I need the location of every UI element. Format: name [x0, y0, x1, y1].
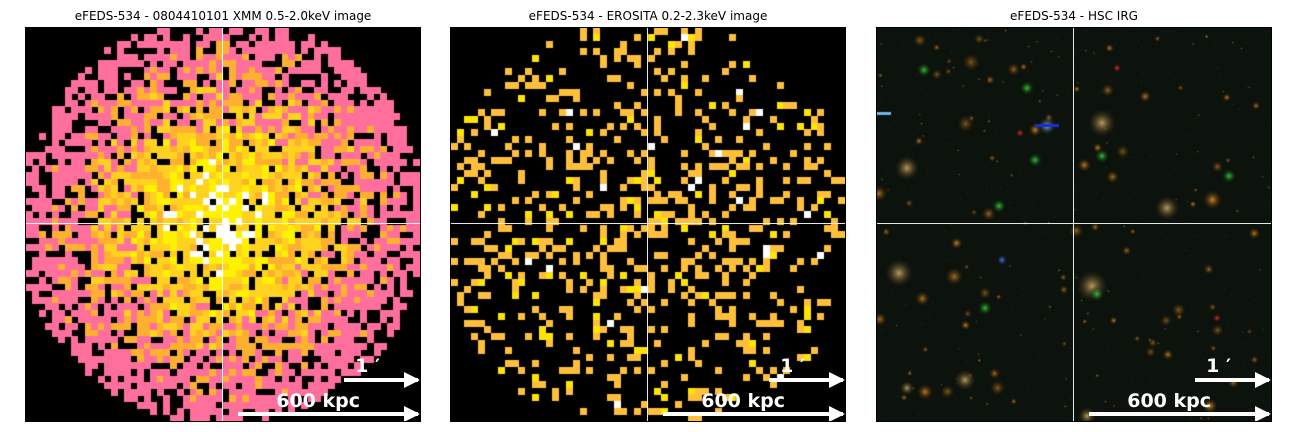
panel-title: eFEDS-534 - HSC IRG [1010, 9, 1138, 23]
crosshair-vertical [222, 28, 223, 421]
scale-kpc-label: 600 kpc [276, 390, 360, 412]
scale-kpc-arrow [663, 406, 845, 421]
erosita-image: 1 ′ 600 kpc [450, 27, 846, 422]
scale-arcmin-arrow [344, 372, 420, 388]
panel-hsc: eFEDS-534 - HSC IRG 1 ′ 600 kpc [876, 0, 1272, 432]
crosshair-horizontal [26, 223, 420, 224]
scale-arcmin-arrow [1195, 372, 1271, 388]
scale-kpc-label: 600 kpc [701, 390, 785, 412]
hsc-image: 1 ′ 600 kpc [876, 27, 1272, 422]
scale-kpc-label: 600 kpc [1127, 390, 1211, 412]
hsc-image-canvas [877, 28, 1271, 421]
scale-arcmin-label: 1 ′ [355, 355, 380, 377]
crosshair-vertical [1073, 28, 1074, 421]
erosita-image-canvas [451, 28, 845, 421]
panel-title: eFEDS-534 - EROSITA 0.2-2.3keV image [528, 9, 768, 23]
crosshair-vertical [647, 28, 648, 421]
panel-erosita: eFEDS-534 - EROSITA 0.2-2.3keV image 1 ′… [450, 0, 846, 432]
scale-arcmin-label: 1 ′ [1206, 355, 1231, 377]
scale-arcmin-arrow [769, 372, 845, 388]
crosshair-horizontal [877, 223, 1271, 224]
xmm-image: 1 ′ 600 kpc [25, 27, 421, 422]
crosshair-horizontal [451, 223, 845, 224]
scale-kpc-arrow [1089, 406, 1271, 421]
panel-title: eFEDS-534 - 0804410101 XMM 0.5-2.0keV im… [74, 9, 372, 23]
scale-arcmin-label: 1 ′ [780, 355, 805, 377]
xmm-image-canvas [26, 28, 420, 421]
panel-xmm: eFEDS-534 - 0804410101 XMM 0.5-2.0keV im… [25, 0, 421, 432]
scale-kpc-arrow [238, 406, 420, 421]
